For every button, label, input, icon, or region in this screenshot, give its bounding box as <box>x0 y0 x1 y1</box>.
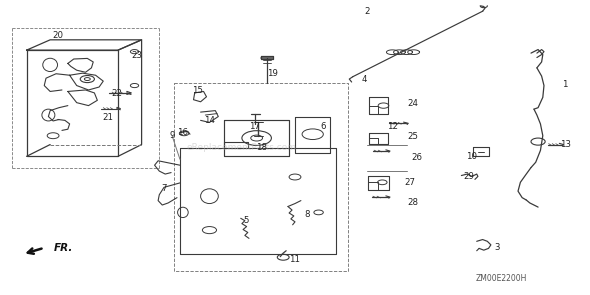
Text: 23: 23 <box>132 51 142 60</box>
Text: 28: 28 <box>408 199 418 207</box>
Text: 24: 24 <box>408 99 418 108</box>
Text: 19: 19 <box>267 69 278 78</box>
Text: 6: 6 <box>320 122 326 131</box>
Text: 8: 8 <box>304 210 310 219</box>
Text: 2: 2 <box>364 7 370 16</box>
Text: 29: 29 <box>464 172 474 181</box>
Text: 9: 9 <box>169 131 175 140</box>
Text: 1: 1 <box>562 80 568 88</box>
Text: 17: 17 <box>250 122 260 131</box>
Text: 7: 7 <box>161 184 167 193</box>
Text: ZM00E2200H: ZM00E2200H <box>476 274 527 283</box>
Text: eReplacementParts.com: eReplacementParts.com <box>187 143 297 152</box>
Text: 3: 3 <box>494 243 500 252</box>
Text: 10: 10 <box>467 152 477 161</box>
Text: 16: 16 <box>178 128 188 137</box>
Text: 14: 14 <box>204 116 215 125</box>
Text: 5: 5 <box>244 216 250 225</box>
Text: 13: 13 <box>560 140 571 149</box>
Text: 22: 22 <box>112 89 122 98</box>
Text: 20: 20 <box>53 32 63 40</box>
Text: 27: 27 <box>405 178 415 187</box>
Text: 25: 25 <box>408 132 418 141</box>
Text: 26: 26 <box>411 153 422 162</box>
Text: FR.: FR. <box>54 243 74 253</box>
Text: 21: 21 <box>102 113 113 122</box>
Text: 18: 18 <box>256 143 267 152</box>
Text: 4: 4 <box>362 75 368 84</box>
Text: 11: 11 <box>290 255 300 264</box>
Text: 12: 12 <box>387 122 398 131</box>
Text: 15: 15 <box>192 86 203 95</box>
